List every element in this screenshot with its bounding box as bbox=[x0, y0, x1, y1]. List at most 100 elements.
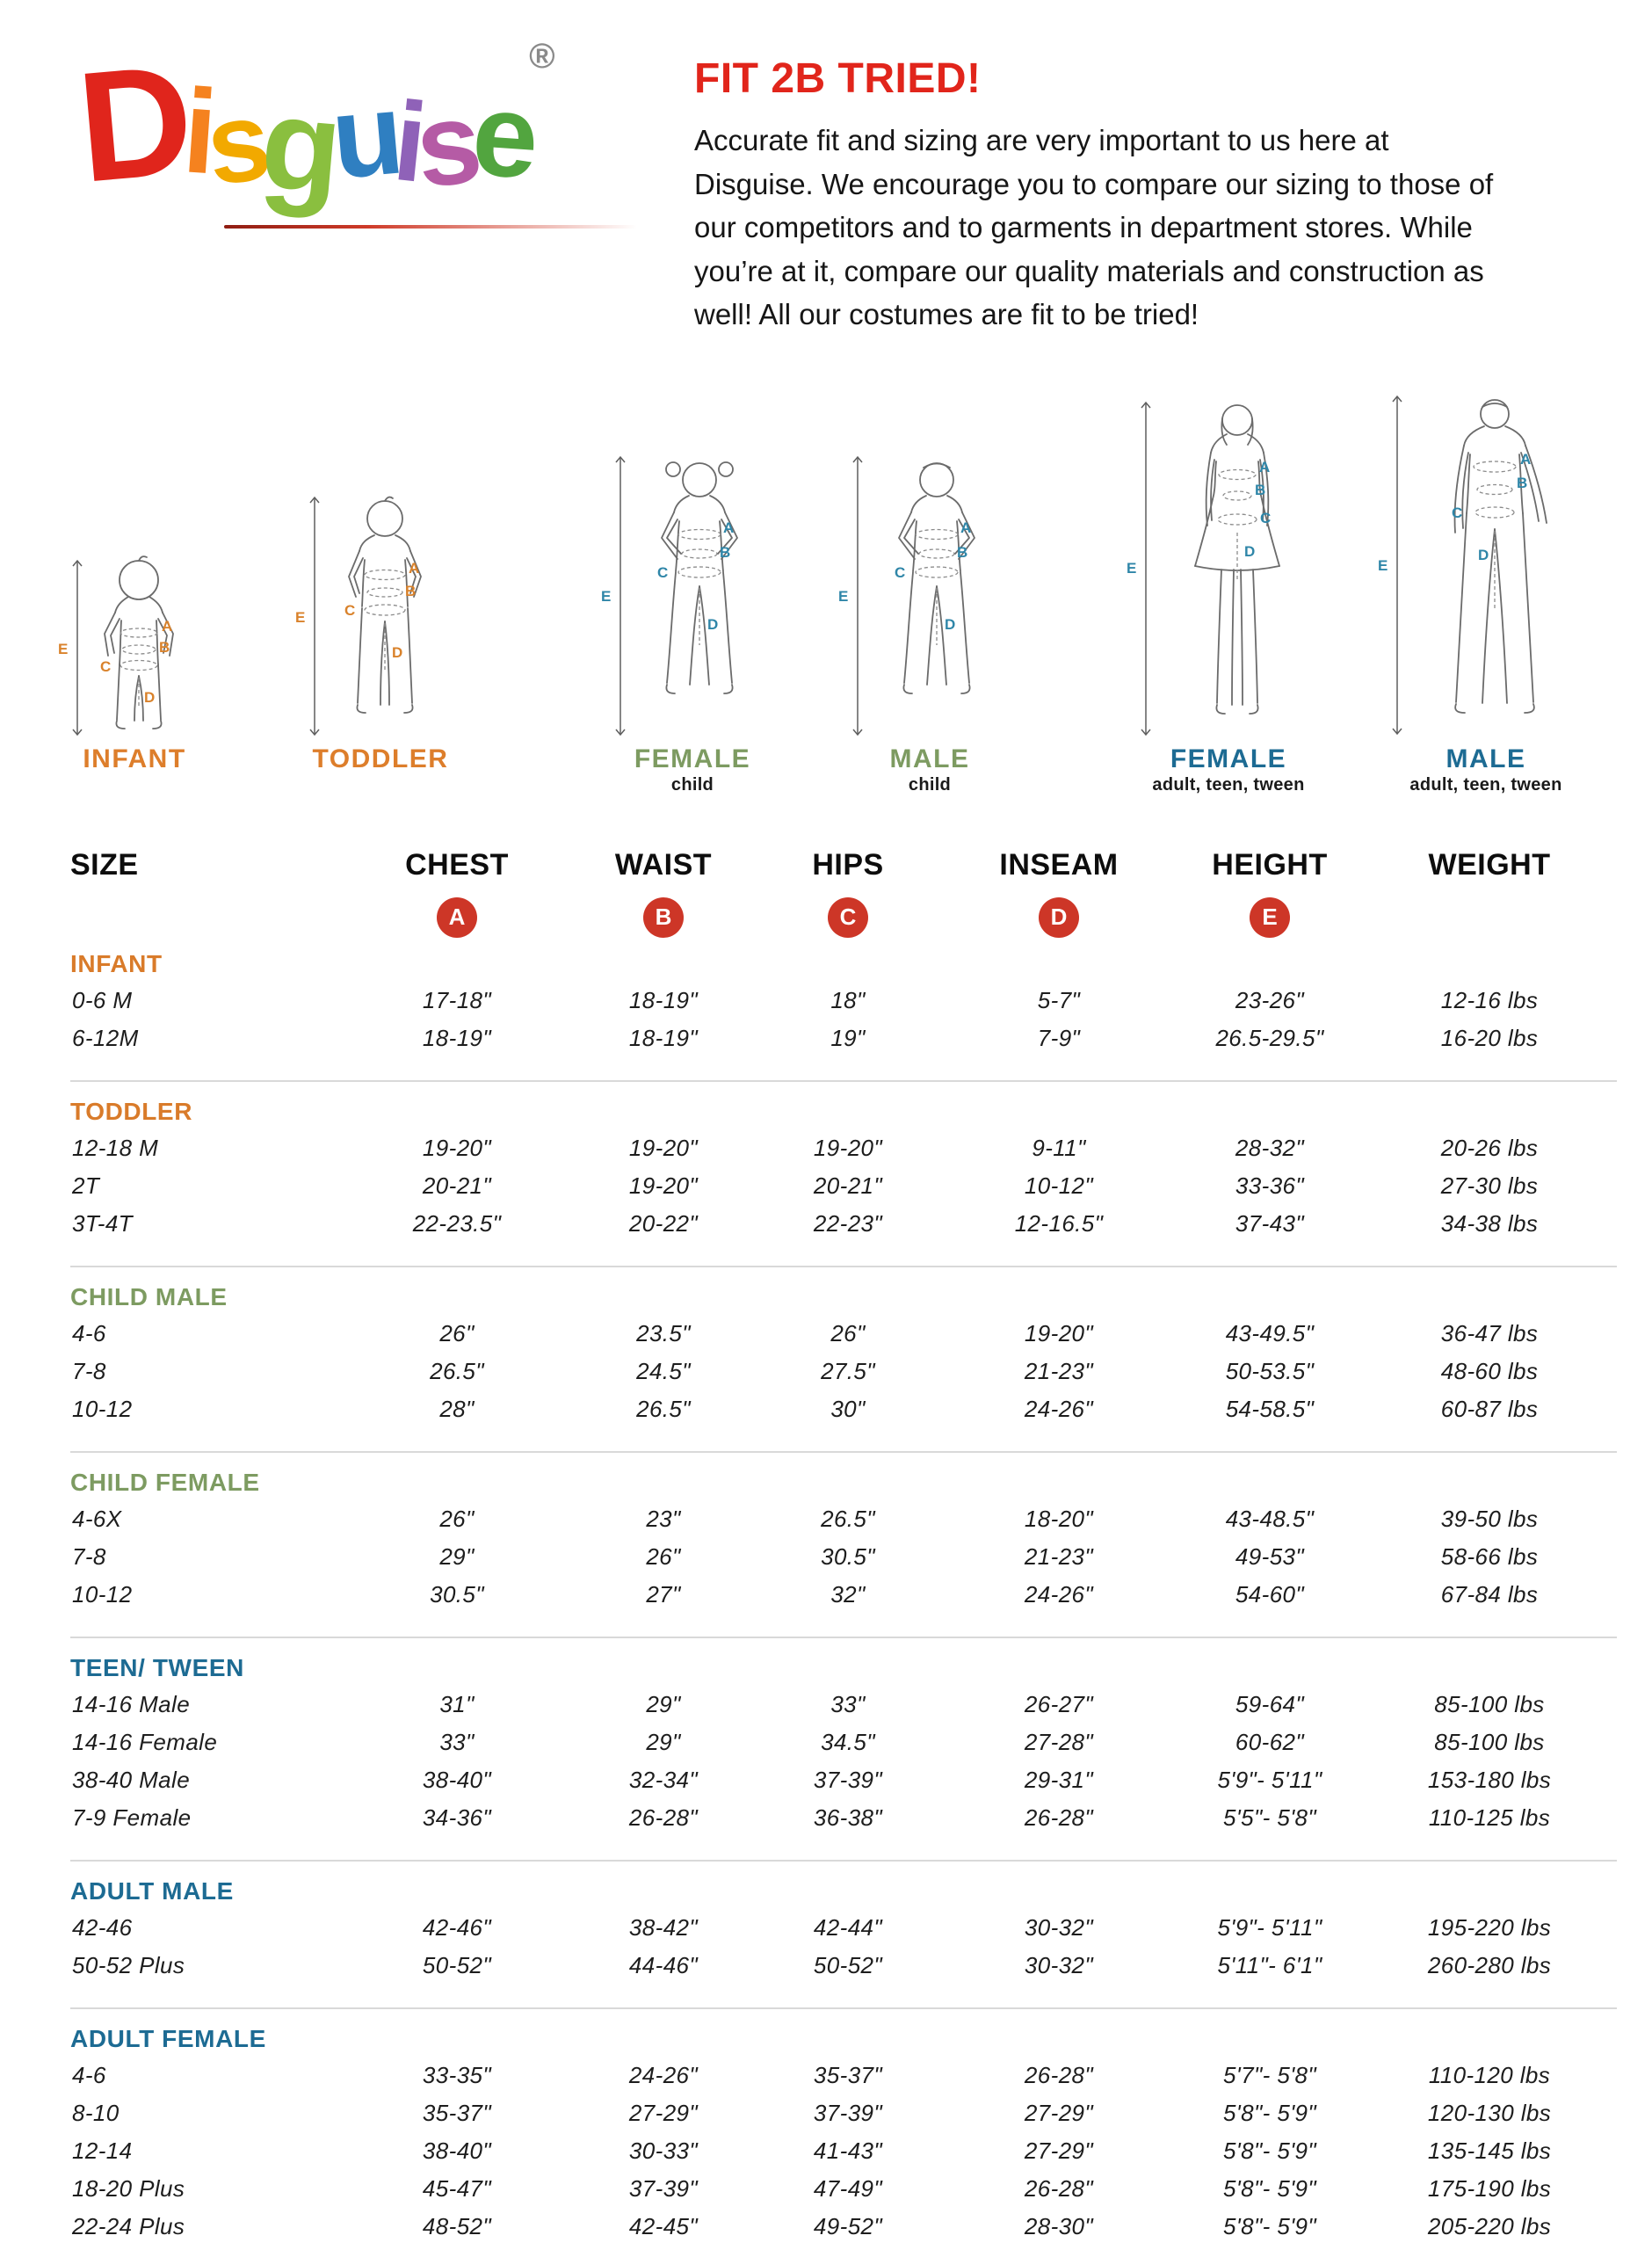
row-size-label: 14-16 Female bbox=[72, 1728, 218, 1755]
measure-letter-d: D bbox=[707, 616, 718, 633]
cell-hips: 34.5" bbox=[821, 1728, 875, 1755]
logo-underline bbox=[224, 225, 637, 229]
skirt bbox=[1194, 497, 1214, 567]
cell-height: 5'9"- 5'11" bbox=[1217, 1766, 1322, 1793]
row-size-label: 50-52 Plus bbox=[72, 1951, 185, 1978]
cell-weight: 120-130 lbs bbox=[1427, 2099, 1552, 2126]
cell-height: 5'8"- 5'9" bbox=[1222, 2174, 1317, 2202]
intro-block: FIT 2B TRIED! Accurate fit and sizing ar… bbox=[694, 54, 1511, 337]
cell-inseam: 27-29" bbox=[1024, 2099, 1094, 2126]
measurement-badge-b: B bbox=[643, 896, 684, 938]
measure-letter-a: A bbox=[162, 618, 172, 635]
measure-letter-c: C bbox=[344, 602, 355, 619]
cell-hips: 50-52" bbox=[813, 1951, 883, 1978]
cell-waist: 24.5" bbox=[636, 1357, 691, 1384]
cell-weight: 39-50 lbs bbox=[1440, 1505, 1539, 1532]
cell-weight: 67-84 lbs bbox=[1440, 1580, 1539, 1608]
section-header: INFANT bbox=[70, 949, 163, 977]
waist-measure bbox=[918, 548, 955, 559]
cell-waist: 20-22" bbox=[628, 1209, 699, 1237]
cell-chest: 45-47" bbox=[422, 2174, 492, 2202]
hips-measure bbox=[677, 565, 721, 578]
column-header-size: SIZE bbox=[70, 847, 139, 882]
figure-label: TODDLER bbox=[312, 744, 449, 773]
cell-waist: 29" bbox=[646, 1728, 681, 1755]
table-row: 12-18 M 19-20" 19-20" 19-20" 9-11" 28-32" 20-2… bbox=[70, 1129, 1617, 1167]
figure-label: FEMALE bbox=[634, 744, 751, 773]
table-row: 4-6 26" 23.5" 26" 19-20" 43-49.5" 36-47 lbs bbox=[70, 1315, 1617, 1353]
row-size-label: 12-18 M bbox=[72, 1134, 159, 1161]
table-row: 42-46 42-46" 38-42" 42-44" 30-32" 5'9"- 5'11"… bbox=[70, 1909, 1617, 1947]
cell-waist: 19-20" bbox=[628, 1134, 699, 1161]
cell-inseam: 29-31" bbox=[1024, 1766, 1094, 1793]
measure-letter-e: E bbox=[601, 588, 611, 605]
measurement-badge-c: C bbox=[828, 896, 868, 938]
cell-inseam: 30-32" bbox=[1024, 1913, 1094, 1941]
cell-inseam: 12-16.5" bbox=[1014, 1209, 1104, 1237]
cell-hips: 27.5" bbox=[821, 1357, 875, 1384]
chest-measure bbox=[364, 569, 406, 580]
table-row: 38-40 Male 38-40" 32-34" 37-39" 29-31" 5'9"- … bbox=[70, 1761, 1617, 1799]
table-row: 12-14 38-40" 30-33" 41-43" 27-29" 5'8"- 5'9" 1… bbox=[70, 2132, 1617, 2170]
head bbox=[119, 559, 159, 600]
measure-letter-e: E bbox=[1378, 557, 1388, 574]
measure-letter-a: A bbox=[960, 519, 971, 536]
registered-mark: ® bbox=[529, 37, 555, 76]
table-row: 7-8 29" 26" 30.5" 21-23" 49-53" 58-66 lbs bbox=[70, 1538, 1617, 1576]
logo-letter: D bbox=[71, 32, 191, 215]
logo-letter: e bbox=[467, 68, 534, 204]
cell-chest: 33-35" bbox=[422, 2061, 492, 2088]
chest-measure bbox=[677, 528, 721, 540]
cell-weight: 153-180 lbs bbox=[1427, 1766, 1552, 1793]
cell-height: 5'9"- 5'11" bbox=[1217, 1913, 1322, 1941]
cell-hips: 30.5" bbox=[821, 1542, 875, 1570]
cell-height: 5'5"- 5'8" bbox=[1222, 1804, 1317, 1831]
row-size-label: 2T bbox=[72, 1172, 100, 1199]
row-size-label: 42-46 bbox=[72, 1913, 133, 1941]
cell-hips: 37-39" bbox=[813, 2099, 883, 2126]
cell-inseam: 19-20" bbox=[1024, 1319, 1094, 1346]
chest-measure bbox=[120, 627, 158, 638]
cell-weight: 205-220 lbs bbox=[1427, 2212, 1552, 2239]
row-size-label: 7-8 bbox=[72, 1542, 106, 1570]
measurement-badge-d: D bbox=[1039, 896, 1079, 938]
cell-inseam: 27-29" bbox=[1024, 2137, 1094, 2164]
row-size-label: 4-6 bbox=[72, 1319, 106, 1346]
logo-letter: u bbox=[326, 69, 400, 203]
cell-chest: 34-36" bbox=[422, 1804, 492, 1831]
child-male-illustration: E A B C D bbox=[838, 455, 975, 736]
cell-hips: 20-21" bbox=[813, 1172, 883, 1199]
cell-inseam: 10-12" bbox=[1024, 1172, 1094, 1199]
row-size-label: 0-6 M bbox=[72, 986, 133, 1013]
figure-infant: E A B C D INFANT bbox=[51, 534, 218, 799]
cell-chest: 50-52" bbox=[422, 1951, 492, 1978]
size-table: SIZE CHEST WAIST HIPS INSEAM HEIGHT WEIG… bbox=[0, 845, 1652, 2246]
cell-inseam: 24-26" bbox=[1024, 1395, 1094, 1422]
logo-wordmark: Disguise® bbox=[72, 32, 694, 221]
cell-weight: 27-30 lbs bbox=[1440, 1172, 1539, 1199]
chest-measure bbox=[915, 528, 959, 540]
hips-measure bbox=[1217, 512, 1257, 526]
section-header: CHILD FEMALE bbox=[70, 1468, 260, 1496]
table-row: 50-52 Plus 50-52" 44-46" 50-52" 30-32" 5'11"-… bbox=[70, 1947, 1617, 1985]
cell-weight: 85-100 lbs bbox=[1434, 1728, 1545, 1755]
cell-height: 37-43" bbox=[1235, 1209, 1305, 1237]
column-header-weight: WEIGHT bbox=[1428, 847, 1551, 882]
cell-waist: 27-29" bbox=[628, 2099, 699, 2126]
figure-toddler: E A B C D TODDLER bbox=[288, 482, 473, 799]
head bbox=[919, 461, 954, 497]
cell-hips: 42-44" bbox=[813, 1913, 883, 1941]
measure-letter-b: B bbox=[159, 639, 170, 656]
measure-letter-e: E bbox=[295, 609, 305, 626]
measure-letter-c: C bbox=[657, 564, 668, 581]
cell-chest: 26" bbox=[439, 1319, 475, 1346]
table-row: 8-10 35-37" 27-29" 37-39" 27-29" 5'8"- 5'9" 12… bbox=[70, 2094, 1617, 2132]
measure-letter-b: B bbox=[1517, 475, 1527, 491]
figure-sublabel: adult, teen, tween bbox=[1152, 774, 1305, 795]
measure-letter-a: A bbox=[1520, 451, 1531, 468]
cell-weight: 48-60 lbs bbox=[1440, 1357, 1539, 1384]
measure-letter-a: A bbox=[723, 519, 734, 536]
cell-height: 43-49.5" bbox=[1225, 1319, 1315, 1346]
figure-adult-male: E A B C D MALE adult, teen, tween bbox=[1376, 389, 1596, 799]
cell-height: 28-32" bbox=[1235, 1134, 1305, 1161]
